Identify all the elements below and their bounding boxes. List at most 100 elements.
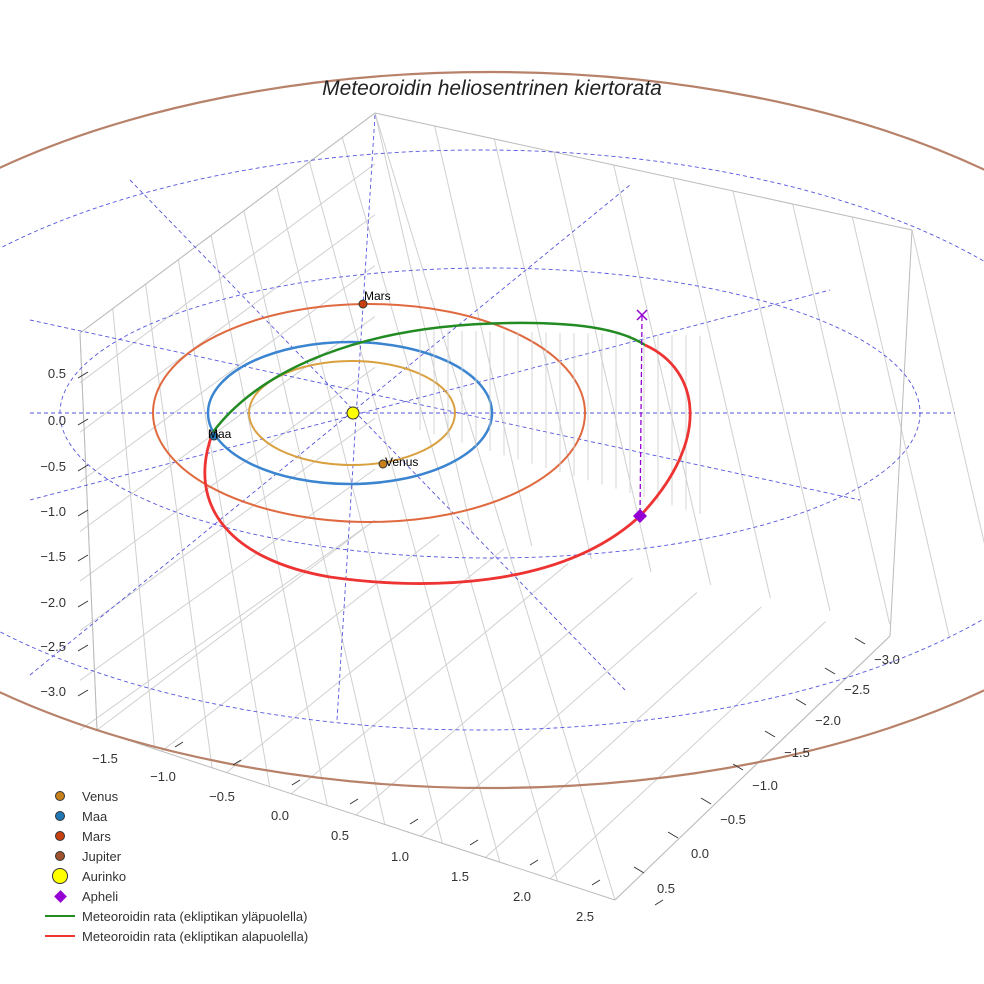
z-tick bbox=[77, 600, 89, 608]
x-tick-label: 1.0 bbox=[391, 849, 409, 864]
legend-marker-icon bbox=[40, 889, 80, 903]
z-tick bbox=[77, 464, 89, 472]
y-tick-label: 0.5 bbox=[657, 881, 675, 896]
x-tick bbox=[232, 759, 242, 766]
x-tick-label: 2.0 bbox=[513, 889, 531, 904]
x-tick bbox=[349, 798, 359, 805]
y-tick bbox=[732, 763, 744, 771]
y-tick-label: −3.0 bbox=[874, 652, 900, 667]
axis-edge bbox=[889, 229, 913, 637]
chart-title: Meteoroidin heliosentrinen kiertorata bbox=[322, 77, 662, 100]
z-tick-label: −2.0 bbox=[40, 595, 66, 610]
radial-line bbox=[29, 184, 631, 676]
legend-marker-icon bbox=[40, 831, 80, 841]
radial-line bbox=[29, 289, 831, 501]
z-tick bbox=[77, 371, 89, 379]
legend-marker-icon bbox=[40, 868, 80, 884]
y-tick bbox=[795, 698, 807, 706]
y-tick bbox=[700, 797, 712, 805]
x-tick-label: 0.5 bbox=[331, 828, 349, 843]
orbits: Mars Maa Venus bbox=[0, 71, 984, 789]
radial-line bbox=[129, 179, 626, 691]
y-tick bbox=[667, 831, 679, 839]
x-tick bbox=[654, 899, 664, 906]
grid-line bbox=[549, 621, 826, 880]
x-tick bbox=[591, 879, 601, 886]
grid-line bbox=[79, 417, 376, 632]
mars-orbit bbox=[152, 303, 586, 523]
grid-line bbox=[112, 308, 156, 749]
axis-edge bbox=[79, 332, 98, 731]
z-tick-label: −1.0 bbox=[40, 504, 66, 519]
legend-item: Mars bbox=[40, 826, 308, 846]
grid-line bbox=[96, 519, 376, 731]
meteoroid-orbit-below bbox=[203, 343, 692, 585]
grid-line bbox=[79, 519, 376, 731]
grid-line bbox=[79, 316, 376, 532]
legend-item: Apheli bbox=[40, 886, 308, 906]
axis-edge bbox=[79, 112, 376, 334]
y-tick-label: −1.0 bbox=[752, 778, 778, 793]
x-tick-label: 0.0 bbox=[271, 808, 289, 823]
z-tick-label: −3.0 bbox=[40, 684, 66, 699]
x-tick bbox=[291, 779, 301, 786]
grid-line bbox=[226, 548, 505, 773]
grid-line bbox=[79, 265, 376, 483]
maa-orbit bbox=[206, 340, 494, 486]
legend-label: Meteoroidin rata (ekliptikan yläpuolella… bbox=[82, 908, 308, 924]
legend-label: Aurinko bbox=[82, 868, 127, 884]
jupiter-orbit bbox=[0, 71, 984, 789]
grid-line bbox=[911, 229, 984, 544]
label-maa: Maa bbox=[208, 427, 232, 441]
apheli-projection-x-icon bbox=[636, 309, 648, 321]
x-tick-label: −1.0 bbox=[150, 769, 176, 784]
grid-line bbox=[308, 161, 501, 863]
sun-marker bbox=[346, 406, 360, 420]
grid-line bbox=[553, 151, 652, 573]
legend-label: Meteoroidin rata (ekliptikan alapuolella… bbox=[82, 928, 309, 944]
legend-marker-icon bbox=[40, 914, 80, 918]
legend-label: Mars bbox=[82, 828, 111, 844]
maa-marker bbox=[209, 431, 219, 441]
grid-line bbox=[341, 137, 558, 882]
grid-line bbox=[177, 259, 271, 787]
z-tick bbox=[77, 418, 89, 426]
legend-item: Venus bbox=[40, 786, 308, 806]
grid-line bbox=[732, 190, 831, 612]
y-tick-label: −1.5 bbox=[784, 745, 810, 760]
y-tick-label: 0.0 bbox=[691, 846, 709, 861]
x-tick-label: −1.5 bbox=[92, 751, 118, 766]
grid-line bbox=[672, 177, 771, 599]
grid-line bbox=[374, 112, 473, 534]
x-tick bbox=[409, 818, 419, 825]
y-tick bbox=[854, 637, 866, 645]
legend-marker-icon bbox=[40, 851, 80, 861]
grid-line bbox=[355, 577, 633, 816]
venus-orbit bbox=[248, 360, 456, 466]
z-tick-label: −2.5 bbox=[40, 639, 66, 654]
z-tick bbox=[77, 644, 89, 652]
axes-box bbox=[79, 112, 984, 901]
legend: Venus Maa Mars Jupiter Aurinko Apheli Meteoroi… bbox=[40, 786, 308, 946]
legend-label: Jupiter bbox=[82, 848, 122, 864]
x-tick-label: 2.5 bbox=[576, 909, 594, 924]
legend-item: Meteoroidin rata (ekliptikan alapuolella… bbox=[40, 926, 308, 946]
legend-marker-icon bbox=[40, 934, 80, 938]
tick-labels: 0.5 0.0 −0.5 −1.0 −1.5 −2.0 −2.5 −3.0 −1.5 −1.0 −0… bbox=[40, 366, 900, 924]
y-tick-label: −2.0 bbox=[815, 713, 841, 728]
legend-marker-icon bbox=[40, 791, 80, 801]
grid-line bbox=[79, 214, 376, 433]
z-tick-label: −0.5 bbox=[40, 459, 66, 474]
x-tick bbox=[529, 859, 539, 866]
grid-line bbox=[145, 284, 213, 768]
z-tick-label: 0.0 bbox=[48, 413, 66, 428]
legend-item: Jupiter bbox=[40, 846, 308, 866]
grid-line bbox=[485, 606, 762, 858]
label-venus: Venus bbox=[385, 455, 418, 469]
grid-line bbox=[434, 125, 533, 547]
y-tick-label: −0.5 bbox=[720, 812, 746, 827]
grid-line bbox=[79, 163, 376, 384]
legend-item: Maa bbox=[40, 806, 308, 826]
